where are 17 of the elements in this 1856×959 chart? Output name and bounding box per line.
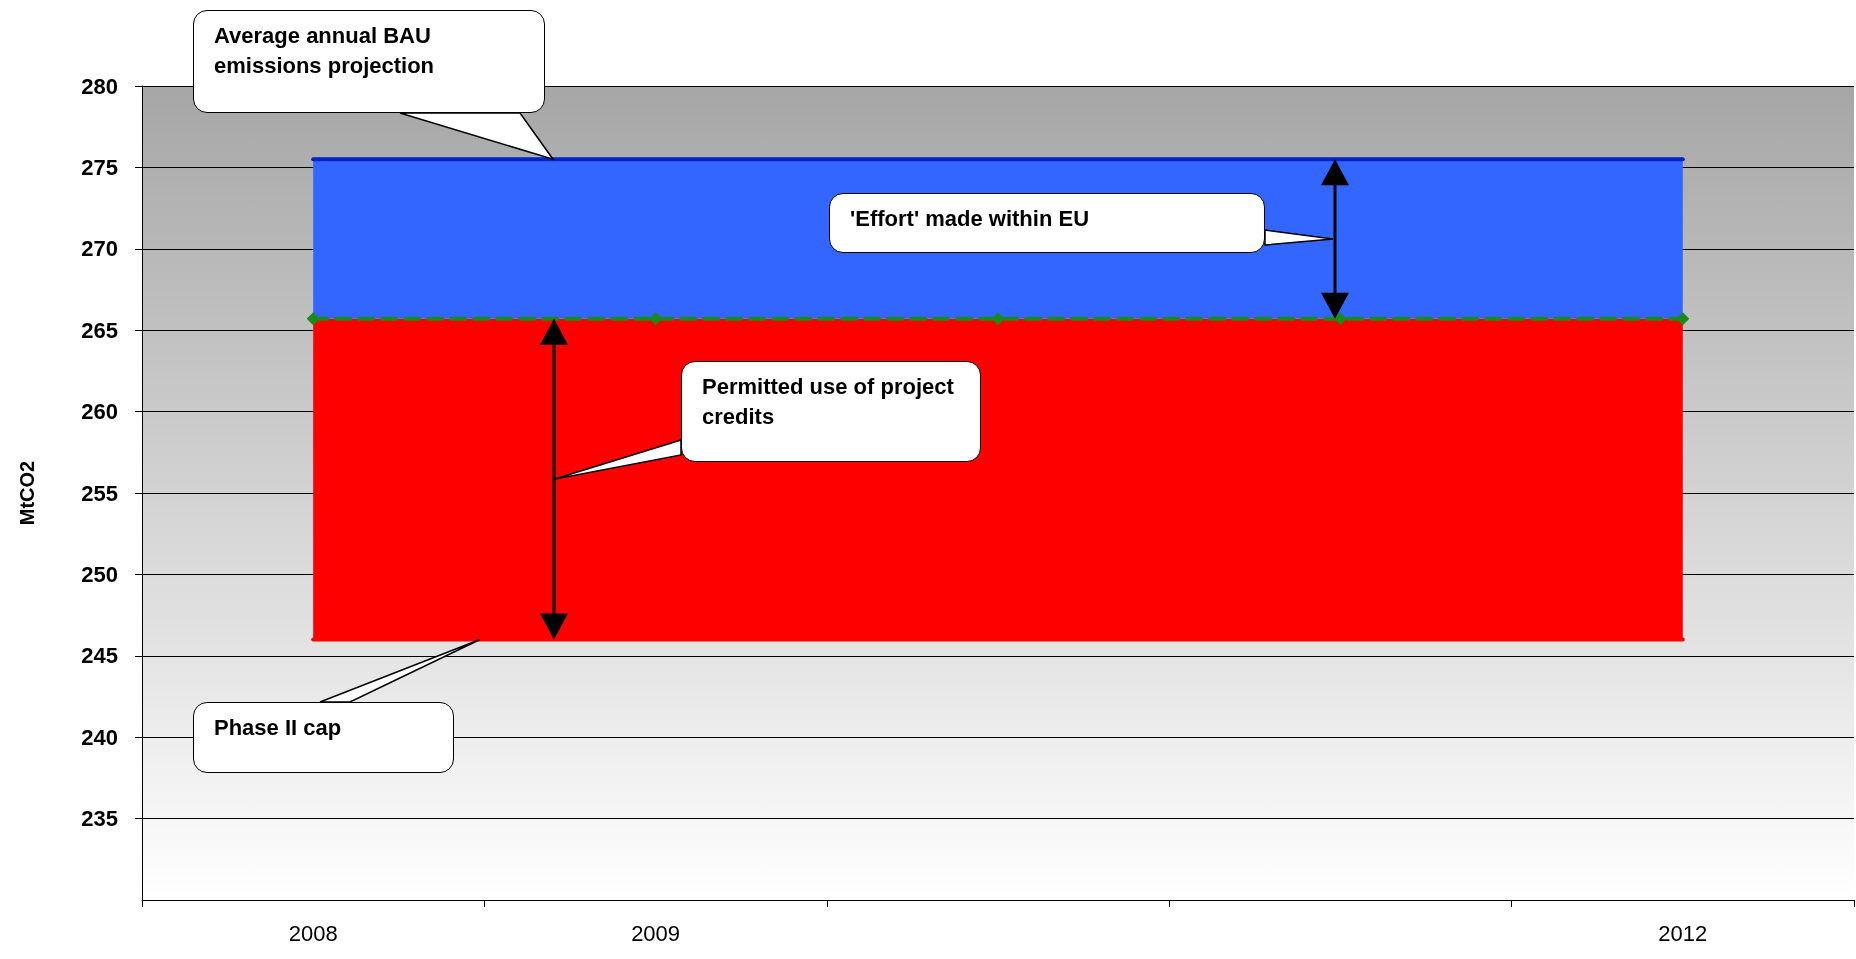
x-tick-label: 2008 xyxy=(288,920,338,946)
y-tick-label: 275 xyxy=(81,154,118,180)
y-tick-label: 240 xyxy=(81,724,118,750)
y-tick-label: 255 xyxy=(81,480,118,506)
y-tick-label: 270 xyxy=(81,236,118,262)
x-tick-label: 2012 xyxy=(1658,920,1708,946)
y-tick-label: 235 xyxy=(81,806,118,832)
speech-bubble: Permitted use of project credits xyxy=(681,361,981,462)
y-tick-label: 245 xyxy=(81,643,118,669)
y-tick-label: 250 xyxy=(81,561,118,587)
y-tick-label: 280 xyxy=(81,73,118,99)
x-tick-label: 2009 xyxy=(631,920,681,946)
y-tick-label: 260 xyxy=(81,399,118,425)
y-tick-label: 265 xyxy=(81,317,118,343)
y-axis-title: MtCO2 xyxy=(16,460,38,526)
speech-bubble: 'Effort' made within EU xyxy=(829,193,1265,253)
speech-bubble: Phase II cap xyxy=(193,702,454,773)
